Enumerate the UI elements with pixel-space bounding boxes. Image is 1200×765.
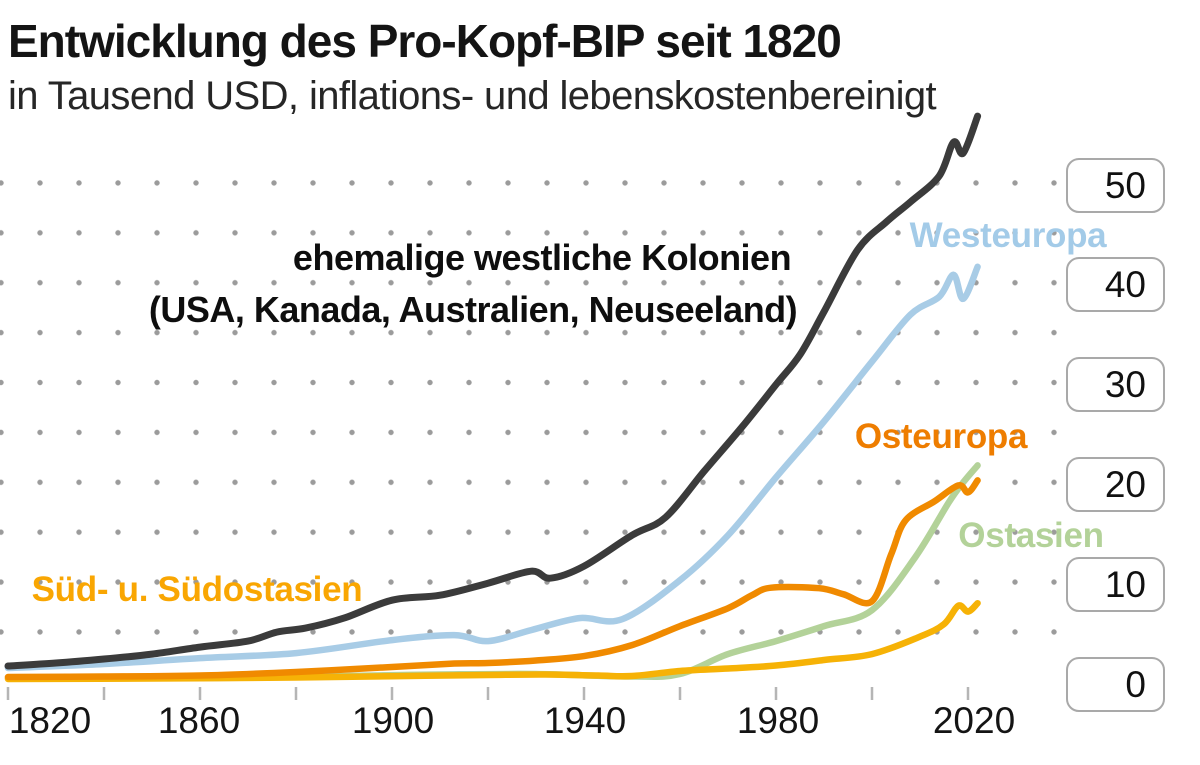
chart-subtitle: in Tausend USD, inflations- und lebensko…	[8, 74, 937, 118]
x-axis-label-1860: 1860	[157, 700, 241, 741]
y-axis-label-40: 40	[1066, 257, 1165, 312]
x-axis-label-1820: 1820	[8, 700, 92, 741]
y-axis-label-50: 50	[1066, 158, 1165, 213]
series-line-sued-suedostasien	[4, 599, 981, 683]
series-label-osteuropa: Osteuropa	[854, 417, 1028, 456]
x-axis-label-1940: 1940	[543, 700, 627, 741]
annotation-kolonien-line1: ehemalige westliche Kolonien	[292, 237, 792, 278]
annotation-kolonien-line2: (USA, Kanada, Australien, Neuseeland)	[148, 289, 798, 330]
y-axis-label-0: 0	[1066, 657, 1165, 712]
y-axis-label-20: 20	[1066, 457, 1165, 512]
series-label-westeuropa: Westeuropa	[909, 216, 1107, 255]
y-axis-label-30: 30	[1066, 357, 1165, 412]
series-label-ostasien: Ostasien	[958, 516, 1104, 555]
series-label-sued-suedostasien: Süd- u. Südostasien	[31, 570, 363, 609]
series-line-kolonien	[4, 112, 982, 670]
series-line-westeuropa	[4, 263, 981, 672]
series-line-osteuropa	[4, 477, 981, 681]
y-axis-label-10: 10	[1066, 557, 1165, 612]
x-axis-label-2020: 2020	[932, 700, 1016, 741]
chart-title: Entwicklung des Pro-Kopf-BIP seit 1820	[8, 15, 842, 67]
x-axis-label-1980: 1980	[736, 700, 820, 741]
x-axis-label-1900: 1900	[351, 700, 435, 741]
